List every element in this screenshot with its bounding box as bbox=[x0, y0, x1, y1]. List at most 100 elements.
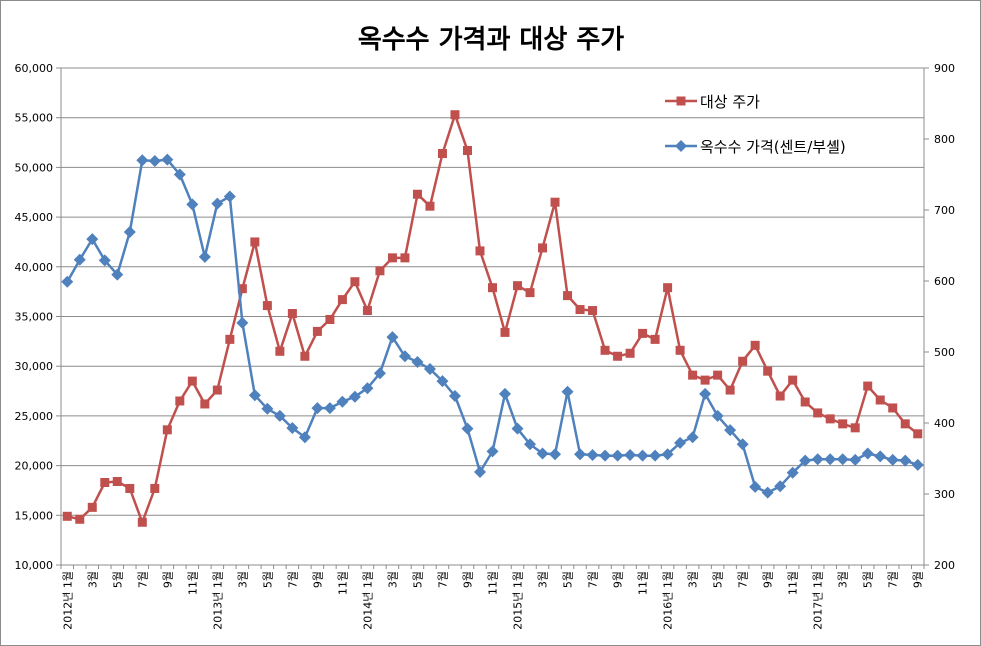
corn-point bbox=[411, 355, 424, 368]
x-tick-label: 7월 bbox=[136, 571, 149, 588]
corn-point bbox=[661, 448, 674, 461]
x-tick-label: 5월 bbox=[261, 571, 274, 588]
x-tick-label: 5월 bbox=[411, 571, 424, 588]
x-tick-label: 2012년 1월 bbox=[61, 571, 74, 630]
x-tick-label: 2015년 1월 bbox=[512, 571, 525, 630]
stock-point bbox=[675, 345, 685, 355]
right-tick-label: 700 bbox=[934, 204, 955, 217]
corn-point bbox=[636, 449, 649, 462]
corn-point bbox=[223, 190, 236, 203]
left-tick-label: 55,000 bbox=[15, 112, 54, 125]
x-tick-label: 3월 bbox=[837, 571, 850, 588]
stock-point bbox=[563, 291, 573, 301]
x-tick-label: 9월 bbox=[461, 571, 474, 588]
stock-point bbox=[425, 201, 435, 211]
stock-point bbox=[100, 477, 110, 487]
corn-point bbox=[824, 453, 837, 466]
x-tick-label: 7월 bbox=[286, 571, 299, 588]
legend-marker-square bbox=[676, 96, 686, 106]
series-corn bbox=[61, 153, 924, 499]
stock-point bbox=[650, 334, 660, 344]
stock-point bbox=[175, 396, 185, 406]
stock-point bbox=[625, 348, 635, 358]
x-tick-label: 7월 bbox=[737, 571, 750, 588]
corn-point bbox=[123, 226, 136, 239]
right-y-axis-ticks: 200 300 400 500 600 700 800 900 bbox=[924, 62, 955, 572]
stock-line bbox=[67, 113, 919, 524]
corn-point bbox=[436, 375, 449, 388]
x-axis-ticks: 2012년 1월 3월 5월 7월 9월 11월 2013년 1월 3월 5월 7월 9월 11월 20… bbox=[60, 565, 925, 630]
left-tick-label: 35,000 bbox=[15, 311, 54, 324]
stock-point bbox=[237, 284, 247, 294]
stock-point bbox=[738, 356, 748, 366]
stock-point bbox=[287, 309, 297, 319]
legend: 대상 주가 옥수수 가격(센트/부셸) bbox=[665, 93, 846, 156]
corn-point bbox=[786, 466, 799, 479]
corn-point bbox=[348, 390, 361, 403]
stock-point bbox=[850, 423, 860, 433]
corn-point bbox=[236, 316, 249, 329]
x-tick-label: 11월 bbox=[487, 571, 500, 595]
stock-point bbox=[187, 376, 197, 386]
x-tick-label: 3월 bbox=[86, 571, 99, 588]
corn-point bbox=[674, 436, 687, 449]
corn-point bbox=[774, 480, 787, 493]
stock-point bbox=[137, 517, 147, 527]
stock-point bbox=[775, 391, 785, 401]
corn-point bbox=[448, 390, 461, 403]
x-tick-label: 3월 bbox=[236, 571, 249, 588]
x-tick-label: 11월 bbox=[637, 571, 650, 595]
stock-point bbox=[75, 514, 85, 524]
corn-point bbox=[799, 454, 812, 467]
stock-point bbox=[825, 414, 835, 424]
stock-point bbox=[450, 110, 460, 120]
legend-item-corn: 옥수수 가격(센트/부셸) bbox=[665, 138, 846, 156]
corn-point bbox=[649, 449, 662, 462]
stock-point bbox=[700, 375, 710, 385]
stock-point bbox=[300, 351, 310, 361]
stock-point bbox=[863, 381, 873, 391]
corn-point bbox=[473, 465, 486, 478]
left-tick-label: 25,000 bbox=[15, 410, 54, 423]
x-tick-label: 3월 bbox=[386, 571, 399, 588]
x-tick-label: 9월 bbox=[912, 571, 925, 588]
gridlines bbox=[61, 67, 924, 516]
stock-point bbox=[275, 346, 285, 356]
right-tick-label: 600 bbox=[934, 275, 955, 288]
left-tick-label: 15,000 bbox=[15, 509, 54, 522]
corn-point bbox=[724, 424, 737, 437]
stock-point bbox=[250, 237, 260, 247]
corn-point bbox=[861, 447, 874, 460]
stock-point bbox=[888, 403, 898, 413]
x-tick-label: 3월 bbox=[687, 571, 700, 588]
corn-point bbox=[273, 409, 286, 422]
corn-point bbox=[749, 480, 762, 493]
corn-point bbox=[699, 387, 712, 400]
stock-point bbox=[112, 477, 122, 487]
right-tick-label: 400 bbox=[934, 417, 955, 430]
corn-point bbox=[386, 331, 399, 344]
x-tick-label: 2016년 1월 bbox=[662, 571, 675, 630]
corn-point bbox=[574, 448, 587, 461]
corn-point bbox=[561, 385, 574, 398]
corn-point bbox=[161, 153, 174, 166]
left-tick-label: 10,000 bbox=[15, 559, 54, 572]
chart-title: 옥수수 가격과 대상 주가 bbox=[358, 25, 624, 55]
x-tick-label: 9월 bbox=[612, 571, 625, 588]
x-tick-label: 5월 bbox=[562, 571, 575, 588]
stock-point bbox=[475, 246, 485, 256]
left-tick-label: 30,000 bbox=[15, 360, 54, 373]
corn-point bbox=[373, 367, 386, 380]
stock-point bbox=[725, 385, 735, 395]
corn-point bbox=[73, 253, 86, 266]
corn-point bbox=[311, 402, 324, 415]
legend-label-corn: 옥수수 가격(센트/부셸) bbox=[700, 138, 846, 156]
left-tick-label: 50,000 bbox=[15, 161, 54, 174]
stock-point bbox=[125, 483, 135, 493]
x-tick-label: 3월 bbox=[537, 571, 550, 588]
right-tick-label: 300 bbox=[934, 488, 955, 501]
corn-point bbox=[398, 350, 411, 363]
stock-point bbox=[763, 366, 773, 376]
corn-point bbox=[461, 422, 474, 435]
stock-point bbox=[412, 189, 422, 199]
